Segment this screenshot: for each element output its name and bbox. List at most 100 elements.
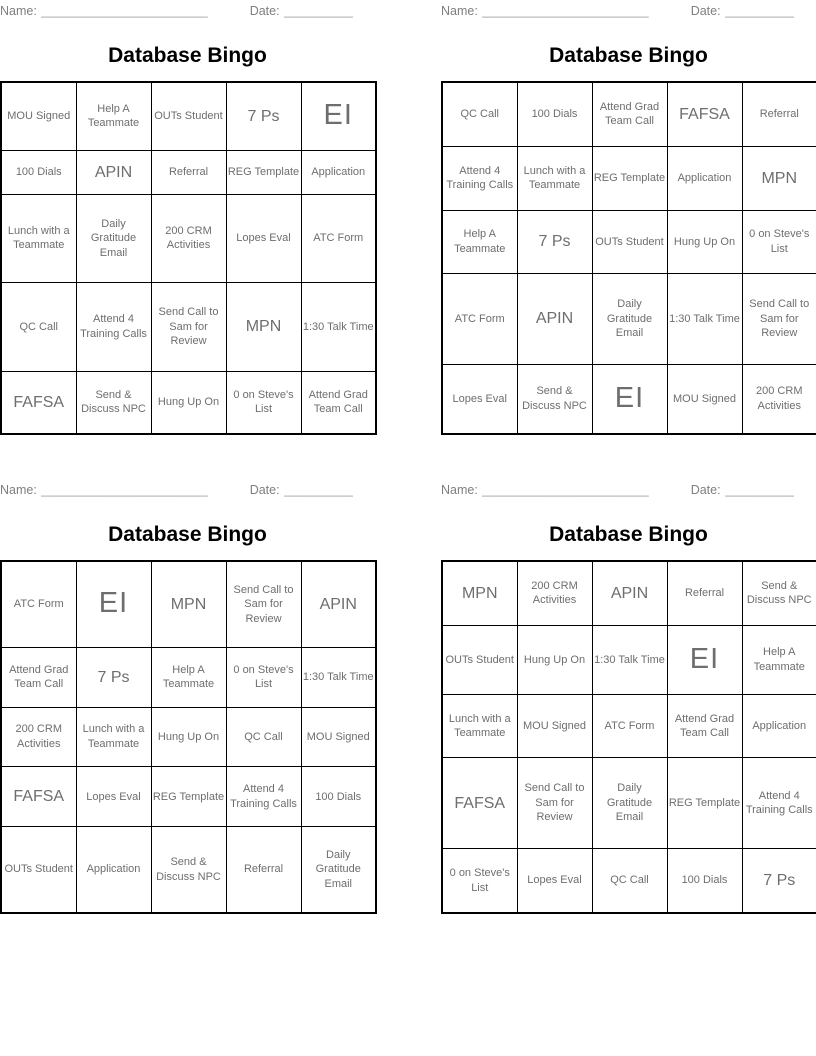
bingo-grid: MPN 200 CRM Activities APIN Referral Send & …	[441, 560, 816, 914]
bingo-cell: 0 on Steve's List	[441, 848, 518, 914]
bingo-cell: Referral	[225, 826, 302, 914]
bingo-cell: ATC Form	[0, 560, 77, 648]
bingo-cell: QC Call	[441, 81, 518, 147]
name-line: ________________________	[40, 4, 208, 18]
bingo-row: 0 on Steve's List Lopes Eval QC Call 100 Di…	[441, 848, 816, 914]
bingo-cell: Lopes Eval	[516, 848, 593, 914]
bingo-grid: QC Call 100 Dials Attend Grad Team Call FAF…	[441, 81, 816, 435]
bingo-cell: EI	[75, 560, 152, 648]
bingo-row: Attend Grad Team Call 7 Ps Help A Teammate…	[0, 646, 377, 708]
bingo-cell: Attend Grad Team Call	[0, 646, 77, 708]
bingo-cell: 100 Dials	[300, 766, 377, 828]
bingo-row: Help A Teammate 7 Ps OUTs Student Hung Up O…	[441, 209, 816, 275]
bingo-cell: Send Call to Sam for Review	[741, 273, 816, 365]
bingo-cell: EI	[591, 363, 668, 435]
bingo-cell: Hung Up On	[150, 370, 227, 435]
bingo-cell: 1:30 Talk Time	[666, 273, 743, 365]
bingo-cell: Lunch with a Teammate	[516, 145, 593, 211]
bingo-cell: Lopes Eval	[225, 193, 302, 284]
bingo-cell: QC Call	[591, 848, 668, 914]
bingo-cell: OUTs Student	[0, 826, 77, 914]
bingo-cell: Daily Gratitude Email	[591, 273, 668, 365]
bingo-cell: ATC Form	[300, 193, 377, 284]
bingo-cell: 200 CRM Activities	[150, 193, 227, 284]
bingo-cell: Help A Teammate	[150, 646, 227, 708]
date-label: Date:	[249, 4, 280, 18]
bingo-row: Attend 4 Training Calls Lunch with a Team…	[441, 145, 816, 211]
bingo-row: FAFSA Send & Discuss NPC Hung Up On 0 on St…	[0, 370, 377, 435]
bingo-cell: REG Template	[591, 145, 668, 211]
bingo-cell: Hung Up On	[666, 209, 743, 275]
bingo-cell: FAFSA	[0, 370, 77, 435]
name-line: ________________________	[40, 483, 208, 497]
bingo-row: ATC Form APIN Daily Gratitude Email 1:30 Ta…	[441, 273, 816, 365]
bingo-cell: REG Template	[225, 149, 302, 195]
bingo-cell: Send & Discuss NPC	[741, 560, 816, 626]
bingo-cell: Hung Up On	[516, 624, 593, 695]
bingo-cell: Attend 4 Training Calls	[741, 757, 816, 849]
bingo-grid: MOU Signed Help A Teammate OUTs Student 7 P…	[0, 81, 377, 435]
bingo-cell: Help A Teammate	[75, 81, 152, 151]
bingo-cell: Referral	[741, 81, 816, 147]
name-label: Name:	[0, 4, 37, 18]
bingo-cell: Application	[300, 149, 377, 195]
bingo-cell: Lunch with a Teammate	[0, 193, 77, 284]
bingo-cell: 200 CRM Activities	[741, 363, 816, 435]
name-date-row: Name: ________________________ Date: ___…	[0, 479, 375, 497]
bingo-cell: Daily Gratitude Email	[300, 826, 377, 914]
bingo-cell: OUTs Student	[150, 81, 227, 151]
bingo-cell: Application	[75, 826, 152, 914]
bingo-cell: REG Template	[666, 757, 743, 849]
bingo-cell: MPN	[225, 282, 302, 372]
bingo-cell: 0 on Steve's List	[741, 209, 816, 275]
bingo-cell: Send & Discuss NPC	[150, 826, 227, 914]
bingo-row: FAFSA Send Call to Sam for Review Daily Gr…	[441, 757, 816, 849]
bingo-cell: 7 Ps	[225, 81, 302, 151]
bingo-cell: Attend Grad Team Call	[666, 693, 743, 759]
bingo-cell: Application	[666, 145, 743, 211]
bingo-cell: MPN	[741, 145, 816, 211]
bingo-cell: Lunch with a Teammate	[441, 693, 518, 759]
name-label: Name:	[0, 483, 37, 497]
bingo-row: Lunch with a Teammate MOU Signed ATC Form A…	[441, 693, 816, 759]
date-label: Date:	[690, 483, 721, 497]
bingo-cell: 1:30 Talk Time	[300, 646, 377, 708]
bingo-cell: MPN	[441, 560, 518, 626]
bingo-row: QC Call 100 Dials Attend Grad Team Call FAF…	[441, 81, 816, 147]
bingo-cell: Attend Grad Team Call	[591, 81, 668, 147]
bingo-card-top-right: Name: ________________________ Date: ___…	[441, 0, 816, 435]
bingo-cell: Daily Gratitude Email	[75, 193, 152, 284]
bingo-cell: QC Call	[0, 282, 77, 372]
bingo-cell: Send & Discuss NPC	[516, 363, 593, 435]
bingo-cell: QC Call	[225, 706, 302, 768]
bingo-row: Lopes Eval Send & Discuss NPC EI MOU Signed…	[441, 363, 816, 435]
bingo-cell: Send & Discuss NPC	[75, 370, 152, 435]
bingo-cell: REG Template	[150, 766, 227, 828]
date-label: Date:	[690, 4, 721, 18]
bingo-cell: MOU Signed	[516, 693, 593, 759]
bingo-cell: EI	[300, 81, 377, 151]
bingo-cell: APIN	[516, 273, 593, 365]
bingo-cell: MPN	[150, 560, 227, 648]
bingo-cell: Lunch with a Teammate	[75, 706, 152, 768]
bingo-cell: Daily Gratitude Email	[591, 757, 668, 849]
bingo-cell: 100 Dials	[0, 149, 77, 195]
bingo-cell: 200 CRM Activities	[516, 560, 593, 626]
bingo-cell: Lopes Eval	[441, 363, 518, 435]
bingo-cell: Send Call to Sam for Review	[150, 282, 227, 372]
bingo-row: ATC Form EI MPN Send Call to Sam for Review…	[0, 560, 377, 648]
bingo-cell: Send Call to Sam for Review	[225, 560, 302, 648]
bingo-cell: Help A Teammate	[741, 624, 816, 695]
name-line: ________________________	[481, 4, 649, 18]
name-date-row: Name: ________________________ Date: ___…	[441, 479, 816, 497]
bingo-card-bottom-right: Name: ________________________ Date: ___…	[441, 479, 816, 914]
bingo-row: FAFSA Lopes Eval REG Template Attend 4 Trai…	[0, 766, 377, 828]
date-line: __________	[283, 4, 354, 18]
bingo-cell: Application	[741, 693, 816, 759]
name-date-row: Name: ________________________ Date: ___…	[441, 0, 816, 18]
bingo-cell: 1:30 Talk Time	[591, 624, 668, 695]
bingo-cell: 7 Ps	[75, 646, 152, 708]
bingo-cell: Send Call to Sam for Review	[516, 757, 593, 849]
bingo-cell: 100 Dials	[516, 81, 593, 147]
